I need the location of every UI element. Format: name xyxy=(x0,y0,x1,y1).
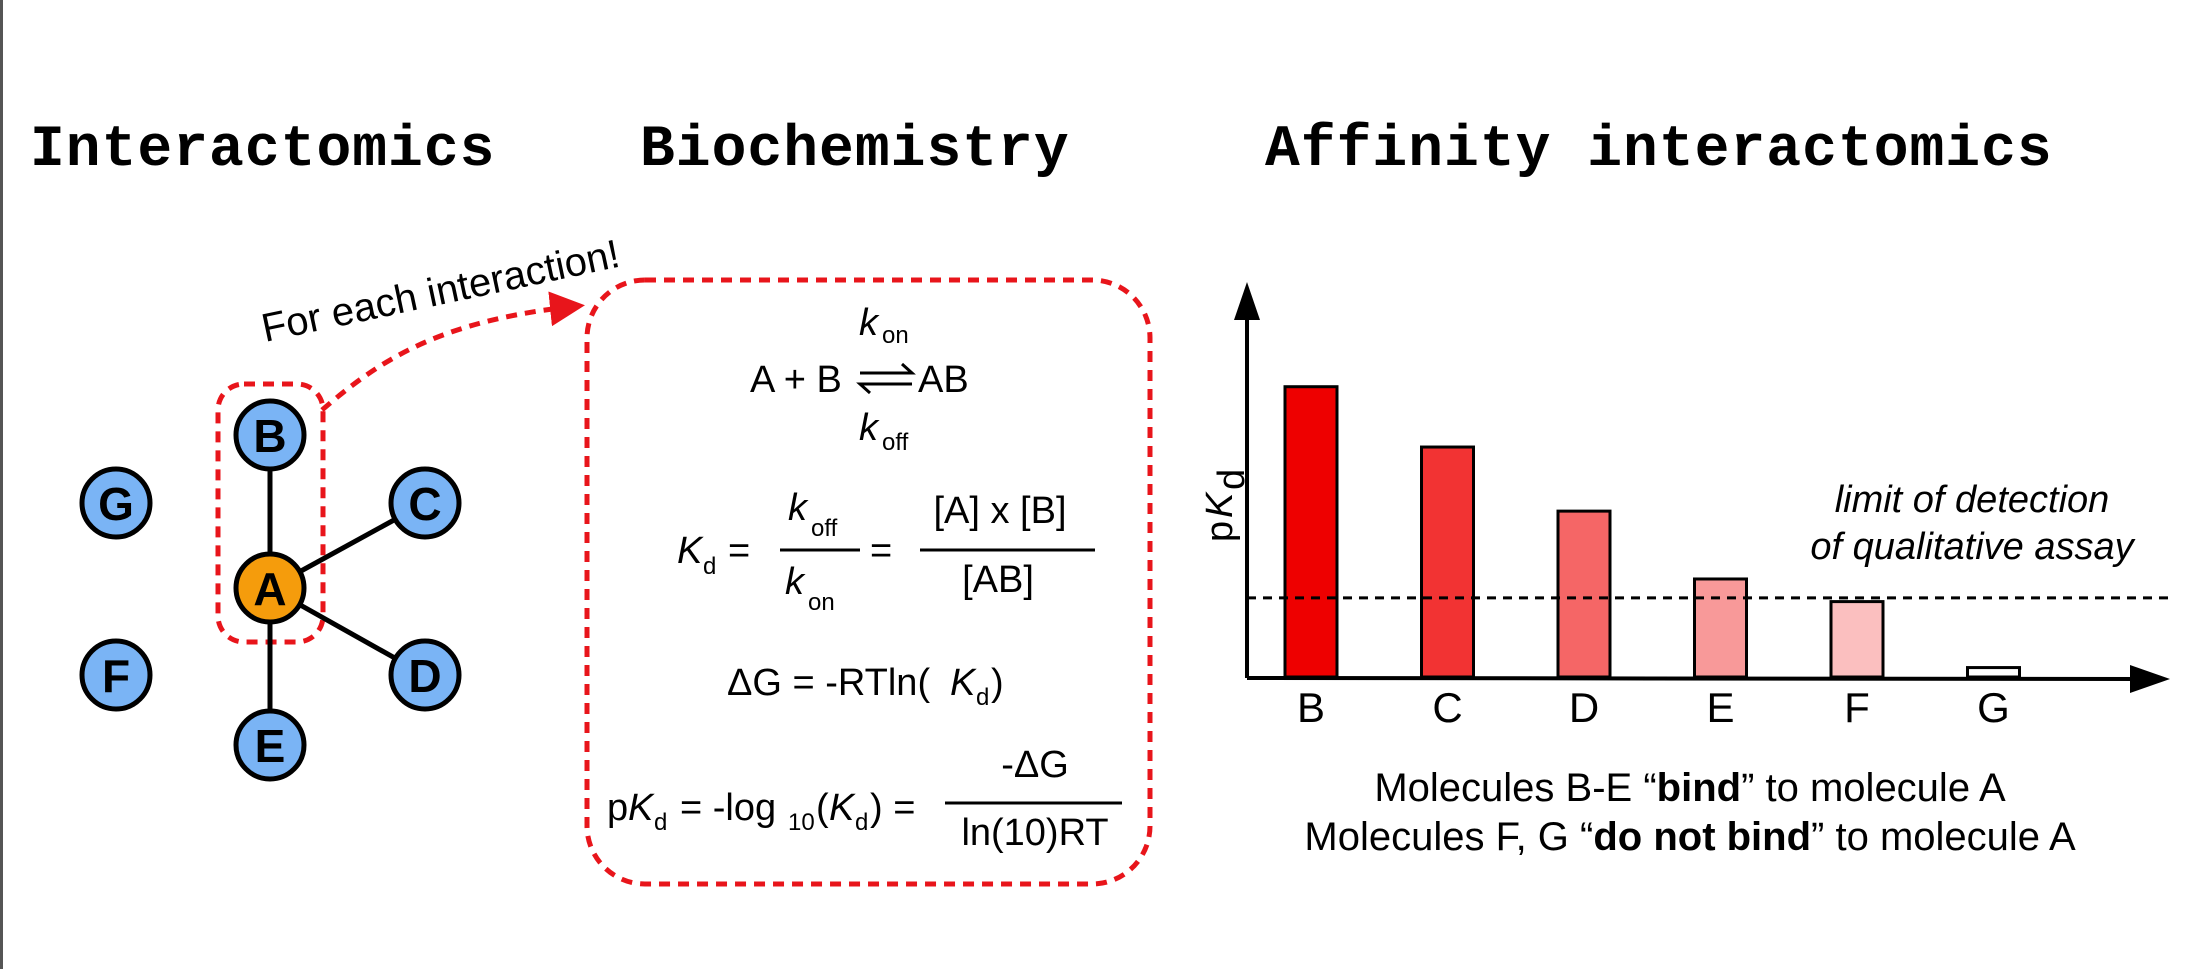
pkd-inner-K: K xyxy=(829,787,856,829)
node-e-label: E xyxy=(255,720,286,772)
pkd-log-base: 10 xyxy=(788,809,815,836)
node-d-label: D xyxy=(408,650,441,702)
node-f-circle xyxy=(79,638,153,712)
pkd-p: p xyxy=(607,787,628,829)
dg-K: K xyxy=(950,662,977,704)
kon-sub: on xyxy=(882,322,909,349)
pkd-denominator: ln(10)RT xyxy=(961,812,1108,854)
caption-nonbinders-suffix: ” to molecule A xyxy=(1811,815,2076,859)
dg-prefix: ΔG = -RTln( xyxy=(727,662,930,704)
node-c-label: C xyxy=(408,478,441,530)
heading-biochemistry: Biochemistry xyxy=(640,118,1070,183)
node-b-circle xyxy=(233,398,307,472)
y-label-sub: d xyxy=(1211,469,1253,490)
kd-equation: K d = k off k on = [A] x [B] [AB] xyxy=(677,487,1095,616)
reaction-reactants: A + B xyxy=(750,359,842,401)
node-g: G xyxy=(79,466,153,540)
koff-sub: off xyxy=(882,429,909,456)
frame-edge xyxy=(0,0,3,969)
node-f: F xyxy=(79,638,153,712)
caption-nonbinders-prefix: Molecules F, G “ xyxy=(1304,815,1594,859)
kd-K: K xyxy=(677,530,704,572)
bar-g xyxy=(1966,666,2021,679)
category-labels: B C D E F G xyxy=(1297,684,2010,731)
detection-limit-label-1: limit of detection xyxy=(1835,479,2110,521)
category-label-g: G xyxy=(1977,684,2010,731)
node-e: E xyxy=(233,708,307,782)
node-a: A xyxy=(233,551,307,625)
bar-d xyxy=(1556,509,1612,679)
kd-equals-2: = xyxy=(870,530,892,572)
dg-close: ) xyxy=(991,662,1004,704)
category-label-f: F xyxy=(1844,684,1870,731)
x-axis-arrowhead xyxy=(2130,665,2170,693)
category-label-d: D xyxy=(1569,684,1599,731)
y-axis-arrowhead xyxy=(1234,282,1260,320)
pkd-open-paren: ( xyxy=(816,787,829,829)
kd-sub: d xyxy=(703,553,716,580)
dg-sub: d xyxy=(976,684,989,711)
pkd-K: K xyxy=(628,787,655,829)
kd-conc-numerator: [A] x [B] xyxy=(933,490,1066,532)
kd-conc-denominator: [AB] xyxy=(962,559,1034,601)
y-axis-label: p K d xyxy=(1199,469,1253,542)
node-f-label: F xyxy=(102,650,130,702)
caption-binders-prefix: Molecules B-E “ xyxy=(1374,766,1657,810)
kd-num-sub: off xyxy=(811,515,838,542)
y-label-p: p xyxy=(1199,521,1241,542)
node-g-label: G xyxy=(98,478,134,530)
koff-k: k xyxy=(859,407,880,449)
category-label-c: C xyxy=(1432,684,1462,731)
caption-nonbinders-emphasis: do not bind xyxy=(1593,815,1812,859)
node-b-label: B xyxy=(253,410,286,462)
pkd-equation: p K d = -log 10 ( K d ) = -ΔG ln(10)RT xyxy=(607,744,1122,854)
node-d: D xyxy=(388,638,462,712)
kd-num-k: k xyxy=(788,487,809,529)
node-a-circle xyxy=(233,551,307,625)
affinity-chart: p K d B C D E F G limit of detection of quali… xyxy=(1199,282,2170,731)
x-axis xyxy=(1246,676,2141,681)
kd-equals-1: = xyxy=(728,530,750,572)
callout-arrow xyxy=(320,291,585,412)
equation-box xyxy=(584,277,1153,887)
pkd-inner-sub: d xyxy=(855,809,868,836)
node-g-circle xyxy=(79,466,153,540)
category-label-e: E xyxy=(1706,684,1734,731)
pkd-sub: d xyxy=(654,809,667,836)
pkd-numerator: -ΔG xyxy=(1001,744,1069,786)
heading-interactomics: Interactomics xyxy=(30,118,496,183)
caption-nonbinders: Molecules F, G “do not bind” to molecule… xyxy=(1230,817,2150,857)
node-b: B xyxy=(233,398,307,472)
caption-binders-emphasis: bind xyxy=(1656,766,1742,810)
callout-text: For each interaction! xyxy=(258,232,624,351)
equilibrium-arrows xyxy=(856,362,916,395)
node-a-label: A xyxy=(253,563,286,615)
y-label-K: K xyxy=(1199,491,1241,518)
equation-panel: k on A + B AB k off K d = k off k on = [… xyxy=(584,277,1153,887)
category-label-b: B xyxy=(1297,684,1325,731)
caption-binders: Molecules B-E “bind” to molecule A xyxy=(1230,768,2150,808)
dg-equation: ΔG = -RTln( K d ) xyxy=(727,662,1004,711)
node-e-circle xyxy=(233,708,307,782)
bar-series xyxy=(1283,385,2021,679)
bar-f xyxy=(1829,600,1885,679)
pkd-close-paren: ) = xyxy=(870,787,915,829)
kon-k: k xyxy=(859,302,880,344)
kd-den-k: k xyxy=(785,561,806,603)
heading-affinity-interactomics: Affinity interactomics xyxy=(1265,118,2053,183)
caption-binders-suffix: ” to molecule A xyxy=(1741,766,2006,810)
pkd-log: = -log xyxy=(680,787,776,829)
bar-e xyxy=(1693,577,1748,679)
interaction-network: B C D E F G A For each interaction! xyxy=(79,232,624,782)
detection-limit-label-2: of qualitative assay xyxy=(1810,526,2135,568)
binding-reaction: k on A + B AB k off xyxy=(750,302,969,456)
reaction-product: AB xyxy=(918,359,969,401)
node-c: C xyxy=(388,466,462,540)
bar-b xyxy=(1283,385,1339,679)
kd-den-sub: on xyxy=(808,589,835,616)
node-d-circle xyxy=(388,638,462,712)
node-c-circle xyxy=(388,466,462,540)
bar-c xyxy=(1420,445,1475,679)
